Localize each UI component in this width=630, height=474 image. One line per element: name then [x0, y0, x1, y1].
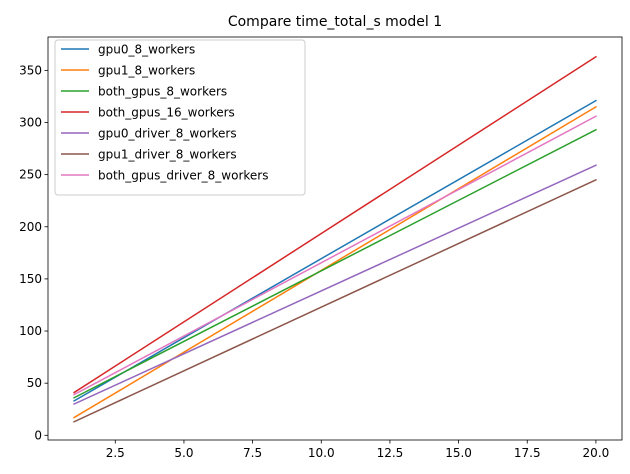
x-tick-label: 7.5 [243, 446, 262, 460]
legend: gpu0_8_workers gpu1_8_workers both_gpus_8_… [54, 39, 306, 196]
y-tick-label: 150 [19, 272, 42, 286]
legend-label-both_gpus_16_workers: both_gpus_16_workers [98, 106, 235, 120]
series-line-gpu1_8_workers [73, 105, 597, 419]
legend-label-both_gpus_driver_8_workers: both_gpus_driver_8_workers [98, 169, 268, 183]
x-tick-label: 12.5 [377, 446, 404, 460]
legend-box [54, 39, 306, 196]
series-line-gpu0_8_workers [73, 99, 597, 402]
y-tick-label: 250 [19, 168, 42, 182]
x-tick-label: 5.0 [174, 446, 193, 460]
series-line-gpu1_driver_8_workers [73, 178, 597, 423]
series-line-both_gpus_16_workers [73, 55, 597, 394]
legend-label-gpu1_driver_8_workers: gpu1_driver_8_workers [98, 148, 237, 162]
series-line-both_gpus_driver_8_workers [73, 115, 597, 396]
x-tick-label: 17.5 [514, 446, 541, 460]
plot-area [73, 55, 597, 423]
x-tick-label: 10.0 [308, 446, 335, 460]
x-tick-label: 15.0 [445, 446, 472, 460]
legend-label-gpu1_8_workers: gpu1_8_workers [98, 64, 195, 78]
legend-label-gpu0_driver_8_workers: gpu0_driver_8_workers [98, 127, 237, 141]
y-tick-label: 200 [19, 220, 42, 234]
x-tick-label: 20.0 [583, 446, 610, 460]
legend-label-both_gpus_8_workers: both_gpus_8_workers [98, 85, 227, 99]
series-line-both_gpus_8_workers [73, 128, 597, 399]
chart-title: Compare time_total_s model 1 [228, 14, 442, 30]
series-line-gpu0_driver_8_workers [73, 164, 597, 406]
plot-frame [47, 36, 623, 441]
y-tick-label: 50 [27, 376, 42, 390]
y-tick-label: 350 [19, 63, 42, 77]
legend-label-gpu0_8_workers: gpu0_8_workers [98, 43, 195, 57]
y-tick-label: 300 [19, 116, 42, 130]
x-tick-label: 2.5 [106, 446, 125, 460]
axes: 2.5 5.0 7.5 10.0 12.5 15.0 17.5 20.0 0 50 100 150 20… [19, 36, 623, 460]
y-tick-label: 100 [19, 324, 42, 338]
y-tick-label: 0 [34, 428, 42, 442]
